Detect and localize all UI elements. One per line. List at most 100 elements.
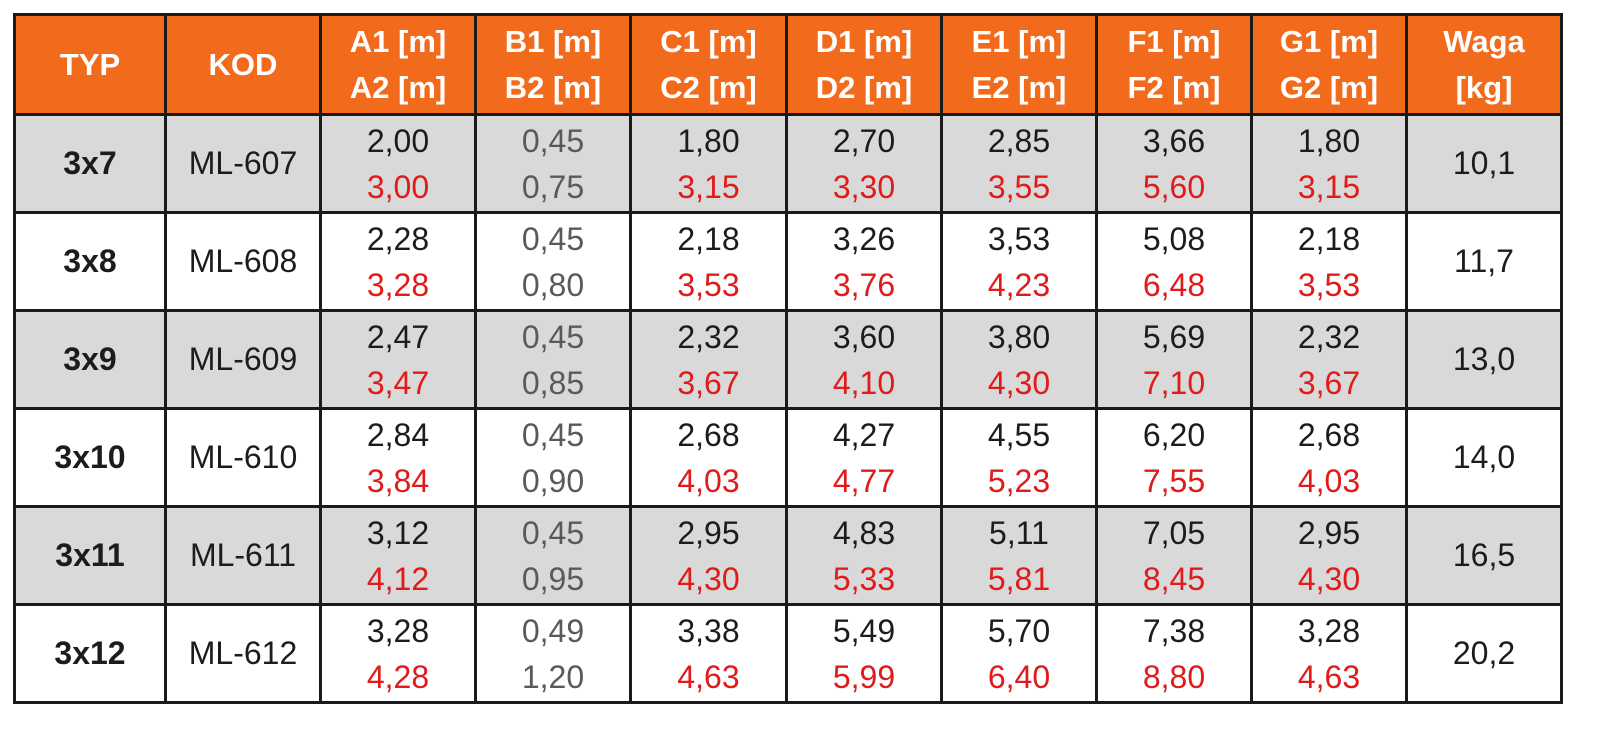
cell-typ: 3x11 bbox=[13, 505, 167, 606]
cell-waga: 10,1 bbox=[1405, 113, 1563, 214]
column-header-g: G1 [m] G2 [m] bbox=[1250, 13, 1408, 116]
cell-f: 7,38 8,80 bbox=[1095, 603, 1253, 704]
value-f2: 8,80 bbox=[1142, 658, 1206, 695]
cell-d: 4,27 4,77 bbox=[785, 407, 943, 508]
value-e1: 4,55 bbox=[987, 416, 1051, 453]
value-f1: 7,38 bbox=[1142, 612, 1206, 649]
value-d2: 5,33 bbox=[832, 560, 896, 597]
cell-kod: ML-610 bbox=[164, 407, 322, 508]
column-header-line1: G1 [m] bbox=[1279, 23, 1379, 59]
column-header-line1: F1 [m] bbox=[1127, 23, 1221, 59]
cell-waga: 20,2 bbox=[1405, 603, 1563, 704]
cell-d: 2,70 3,30 bbox=[785, 113, 943, 214]
table-row: 3x11 ML-611 3,12 4,12 0,45 0,95 2,95 4,30 4,83 5,… bbox=[13, 505, 1563, 606]
value-c1: 3,38 bbox=[677, 612, 740, 649]
cell-b: 0,45 0,80 bbox=[474, 211, 632, 312]
table-row: 3x7 ML-607 2,00 3,00 0,45 0,75 1,80 3,15 2,70 3,3… bbox=[13, 113, 1563, 214]
column-header-kod: KOD bbox=[164, 13, 322, 116]
value-a1: 2,84 bbox=[366, 416, 430, 453]
value-f1: 7,05 bbox=[1142, 514, 1206, 551]
cell-e: 4,55 5,23 bbox=[940, 407, 1098, 508]
value-e1: 2,85 bbox=[987, 122, 1051, 159]
cell-typ: 3x7 bbox=[13, 113, 167, 214]
cell-a: 2,84 3,84 bbox=[319, 407, 477, 508]
value-e1: 5,70 bbox=[987, 612, 1051, 649]
value-c1: 2,95 bbox=[677, 514, 740, 551]
cell-waga: 16,5 bbox=[1405, 505, 1563, 606]
column-header-line2: B2 [m] bbox=[504, 69, 602, 105]
value-g1: 2,68 bbox=[1297, 416, 1361, 453]
column-header-line2: A2 [m] bbox=[349, 69, 447, 105]
value-e2: 4,23 bbox=[987, 266, 1051, 303]
value-a1: 2,47 bbox=[366, 318, 430, 355]
value-f1: 5,08 bbox=[1142, 220, 1206, 257]
column-header-waga: Waga [kg] bbox=[1405, 13, 1563, 116]
cell-e: 5,70 6,40 bbox=[940, 603, 1098, 704]
value-f1: 3,66 bbox=[1142, 122, 1206, 159]
value-e2: 6,40 bbox=[987, 658, 1051, 695]
cell-kod: ML-611 bbox=[164, 505, 322, 606]
cell-c: 2,95 4,30 bbox=[629, 505, 788, 606]
cell-b: 0,45 0,75 bbox=[474, 113, 632, 214]
value-b1: 0,49 bbox=[521, 612, 585, 649]
table-row: 3x12 ML-612 3,28 4,28 0,49 1,20 3,38 4,63 5,49 5,… bbox=[13, 603, 1563, 704]
value-c1: 2,32 bbox=[677, 318, 740, 355]
value-f2: 7,55 bbox=[1142, 462, 1206, 499]
column-header-line2: [kg] bbox=[1455, 69, 1513, 105]
value-e2: 4,30 bbox=[987, 364, 1051, 401]
specification-table: TYP KOD A1 [m] A2 [m] B1 [m] B2 [m] C1 [m] C2 [… bbox=[13, 13, 1563, 704]
cell-waga: 13,0 bbox=[1405, 309, 1563, 410]
value-a1: 3,28 bbox=[366, 612, 430, 649]
column-header-line1: A1 [m] bbox=[349, 23, 447, 59]
value-d1: 5,49 bbox=[832, 612, 896, 649]
value-g2: 3,15 bbox=[1297, 168, 1361, 205]
cell-kod: ML-607 bbox=[164, 113, 322, 214]
value-e2: 5,81 bbox=[987, 560, 1051, 597]
cell-g: 2,68 4,03 bbox=[1250, 407, 1408, 508]
column-header-line2: C2 [m] bbox=[660, 69, 757, 105]
cell-a: 2,47 3,47 bbox=[319, 309, 477, 410]
cell-a: 3,28 4,28 bbox=[319, 603, 477, 704]
value-f2: 5,60 bbox=[1142, 168, 1206, 205]
value-d2: 3,30 bbox=[832, 168, 896, 205]
value-d2: 5,99 bbox=[832, 658, 896, 695]
column-header-d: D1 [m] D2 [m] bbox=[785, 13, 943, 116]
value-c2: 4,63 bbox=[677, 658, 740, 695]
column-header-line1: KOD bbox=[208, 46, 278, 82]
cell-b: 0,49 1,20 bbox=[474, 603, 632, 704]
cell-e: 5,11 5,81 bbox=[940, 505, 1098, 606]
cell-d: 3,60 4,10 bbox=[785, 309, 943, 410]
cell-typ: 3x9 bbox=[13, 309, 167, 410]
cell-c: 2,18 3,53 bbox=[629, 211, 788, 312]
value-c1: 2,68 bbox=[677, 416, 740, 453]
value-a2: 3,84 bbox=[366, 462, 430, 499]
cell-b: 0,45 0,90 bbox=[474, 407, 632, 508]
cell-e: 2,85 3,55 bbox=[940, 113, 1098, 214]
column-header-a: A1 [m] A2 [m] bbox=[319, 13, 477, 116]
column-header-line1: D1 [m] bbox=[815, 23, 913, 59]
cell-c: 2,68 4,03 bbox=[629, 407, 788, 508]
cell-f: 7,05 8,45 bbox=[1095, 505, 1253, 606]
cell-g: 2,32 3,67 bbox=[1250, 309, 1408, 410]
value-e2: 5,23 bbox=[987, 462, 1051, 499]
cell-kod: ML-609 bbox=[164, 309, 322, 410]
column-header-c: C1 [m] C2 [m] bbox=[629, 13, 788, 116]
value-b1: 0,45 bbox=[521, 220, 585, 257]
value-e1: 5,11 bbox=[989, 514, 1049, 551]
value-c2: 3,67 bbox=[677, 364, 740, 401]
value-c2: 3,15 bbox=[677, 168, 740, 205]
cell-waga: 11,7 bbox=[1405, 211, 1563, 312]
value-g2: 4,30 bbox=[1297, 560, 1361, 597]
value-g1: 2,18 bbox=[1297, 220, 1361, 257]
value-c2: 4,30 bbox=[677, 560, 740, 597]
value-b2: 0,85 bbox=[521, 364, 585, 401]
value-a1: 3,12 bbox=[366, 514, 430, 551]
value-a2: 3,47 bbox=[366, 364, 430, 401]
value-a1: 2,28 bbox=[366, 220, 430, 257]
value-g1: 1,80 bbox=[1297, 122, 1361, 159]
table-body: 3x7 ML-607 2,00 3,00 0,45 0,75 1,80 3,15 2,70 3,3… bbox=[13, 113, 1563, 704]
cell-kod: ML-608 bbox=[164, 211, 322, 312]
value-a2: 4,28 bbox=[366, 658, 430, 695]
cell-waga: 14,0 bbox=[1405, 407, 1563, 508]
cell-g: 3,28 4,63 bbox=[1250, 603, 1408, 704]
